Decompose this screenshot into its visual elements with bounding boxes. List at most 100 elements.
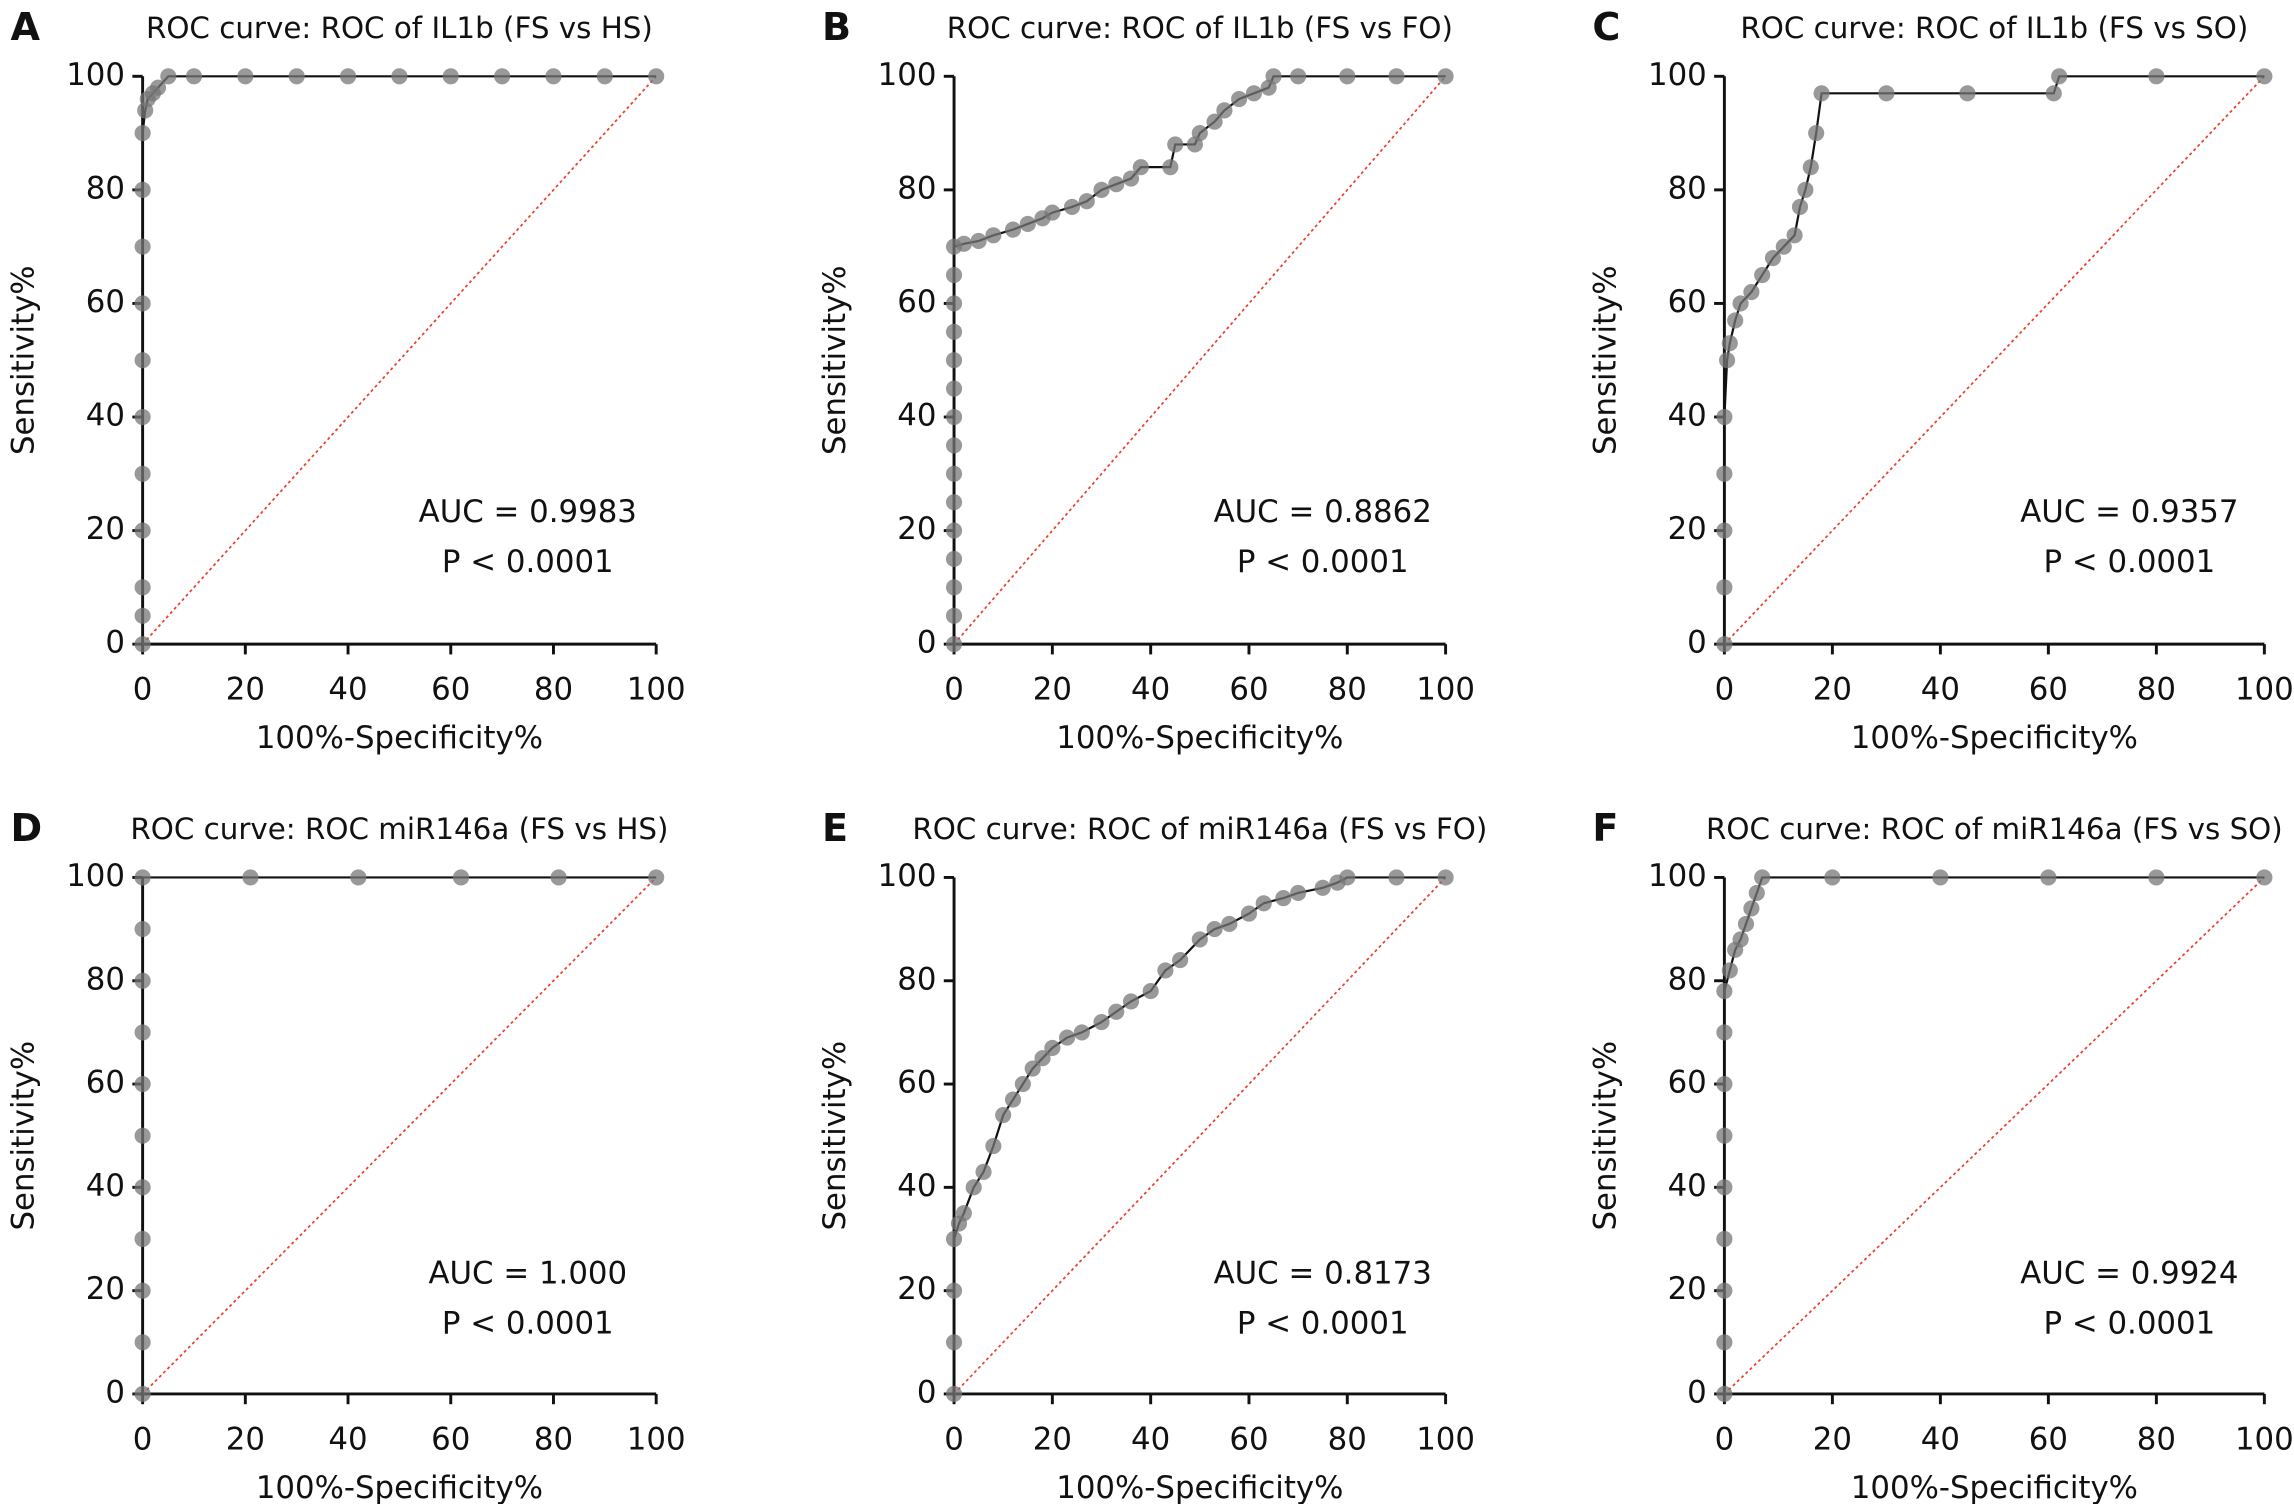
chart-title: ROC curve: ROC of IL1b (FS vs HS) xyxy=(146,11,653,45)
x-tick-label: 20 xyxy=(1813,672,1852,708)
x-tick-label: 60 xyxy=(1229,1421,1268,1457)
x-tick-label: 20 xyxy=(1033,1421,1072,1457)
data-point xyxy=(1716,408,1733,426)
y-tick-label: 80 xyxy=(86,961,125,997)
data-point xyxy=(1721,335,1738,352)
y-tick-label: 40 xyxy=(86,398,125,434)
data-point xyxy=(945,579,963,596)
data-point xyxy=(134,408,151,426)
data-point xyxy=(1063,198,1081,215)
data-point xyxy=(945,1282,963,1299)
data-point xyxy=(134,1282,151,1299)
data-point xyxy=(1748,884,1765,902)
x-tick-label: 0 xyxy=(944,672,964,708)
x-tick-label: 20 xyxy=(1813,1421,1852,1457)
data-point xyxy=(1716,1334,1733,1351)
data-point xyxy=(945,550,963,568)
data-point xyxy=(1716,1282,1733,1299)
data-point xyxy=(2256,869,2273,886)
x-axis-label: 100%-Specificity% xyxy=(256,1470,543,1504)
data-point xyxy=(1265,68,1282,85)
x-tick-label: 80 xyxy=(534,672,573,708)
data-point xyxy=(134,465,151,482)
data-point xyxy=(1791,198,1809,215)
data-point xyxy=(1240,905,1258,922)
data-point xyxy=(1716,1024,1733,1041)
data-point xyxy=(2148,68,2165,85)
data-point xyxy=(945,1334,963,1351)
data-point xyxy=(1339,68,1356,85)
data-point xyxy=(945,295,963,312)
x-tick-label: 0 xyxy=(133,672,153,708)
y-tick-label: 20 xyxy=(897,511,936,547)
data-point xyxy=(1775,238,1792,255)
y-tick-label: 60 xyxy=(897,1065,936,1101)
y-tick-label: 0 xyxy=(105,1374,125,1410)
data-point xyxy=(1764,249,1782,267)
data-point xyxy=(1732,931,1749,948)
data-point xyxy=(442,68,459,85)
data-point xyxy=(1073,1024,1090,1041)
annotation: P < 0.0001 xyxy=(2044,544,2216,580)
y-tick-label: 100 xyxy=(1648,858,1707,894)
x-axis-label: 100%-Specificity% xyxy=(1851,720,2138,756)
data-point xyxy=(160,68,177,85)
data-point xyxy=(945,522,963,539)
data-point xyxy=(1014,1075,1031,1093)
x-tick-label: 60 xyxy=(1229,672,1268,708)
data-point xyxy=(391,68,408,85)
annotation: P < 0.0001 xyxy=(1237,544,1409,580)
data-point xyxy=(494,68,511,85)
data-point xyxy=(1721,962,1738,979)
data-point xyxy=(1167,136,1184,153)
data-point xyxy=(134,607,151,624)
y-tick-label: 80 xyxy=(86,170,125,206)
reference-line xyxy=(141,876,657,1395)
data-point xyxy=(288,68,305,85)
data-point xyxy=(134,1127,151,1144)
data-point xyxy=(945,437,963,454)
data-point xyxy=(134,1075,151,1093)
y-tick-label: 80 xyxy=(897,170,936,206)
x-tick-label: 100 xyxy=(2235,672,2294,708)
data-point xyxy=(2040,869,2057,886)
data-point xyxy=(955,235,972,252)
data-point xyxy=(134,1024,151,1041)
panel-letter: F xyxy=(1592,806,1618,850)
x-tick-label: 100 xyxy=(2235,1421,2294,1457)
reference-line xyxy=(953,75,1447,645)
data-point xyxy=(1290,68,1307,85)
data-point xyxy=(1093,181,1110,198)
data-point xyxy=(1004,221,1022,238)
data-point xyxy=(1797,181,1814,198)
data-point xyxy=(1388,869,1405,886)
y-axis-label: Sensitivity% xyxy=(6,1041,42,1231)
annotation: P < 0.0001 xyxy=(442,1306,614,1342)
panel-letter: A xyxy=(11,5,41,49)
y-tick-label: 0 xyxy=(105,625,125,661)
reference-line xyxy=(953,876,1447,1395)
x-tick-label: 100 xyxy=(1416,672,1475,708)
data-point xyxy=(134,921,151,938)
data-point xyxy=(550,869,567,886)
data-point xyxy=(1078,193,1095,210)
y-tick-label: 60 xyxy=(1668,1065,1707,1101)
data-point xyxy=(185,68,203,85)
data-point xyxy=(1044,1039,1061,1056)
data-point xyxy=(134,1230,151,1248)
chart-title: ROC curve: ROC of miR146a (FS vs FO) xyxy=(912,812,1487,846)
data-point xyxy=(965,1179,982,1196)
data-point xyxy=(1024,1060,1041,1077)
data-point xyxy=(2045,85,2062,102)
data-point xyxy=(1004,1091,1022,1108)
x-tick-label: 80 xyxy=(2137,672,2176,708)
data-point xyxy=(1231,90,1248,108)
y-tick-label: 20 xyxy=(86,1271,125,1307)
data-point xyxy=(1959,85,1976,102)
x-axis-label: 100%-Specificity% xyxy=(1056,720,1343,756)
data-point xyxy=(1108,1003,1125,1020)
data-point xyxy=(545,68,562,85)
data-point xyxy=(1122,170,1140,187)
data-point xyxy=(1716,1075,1733,1093)
